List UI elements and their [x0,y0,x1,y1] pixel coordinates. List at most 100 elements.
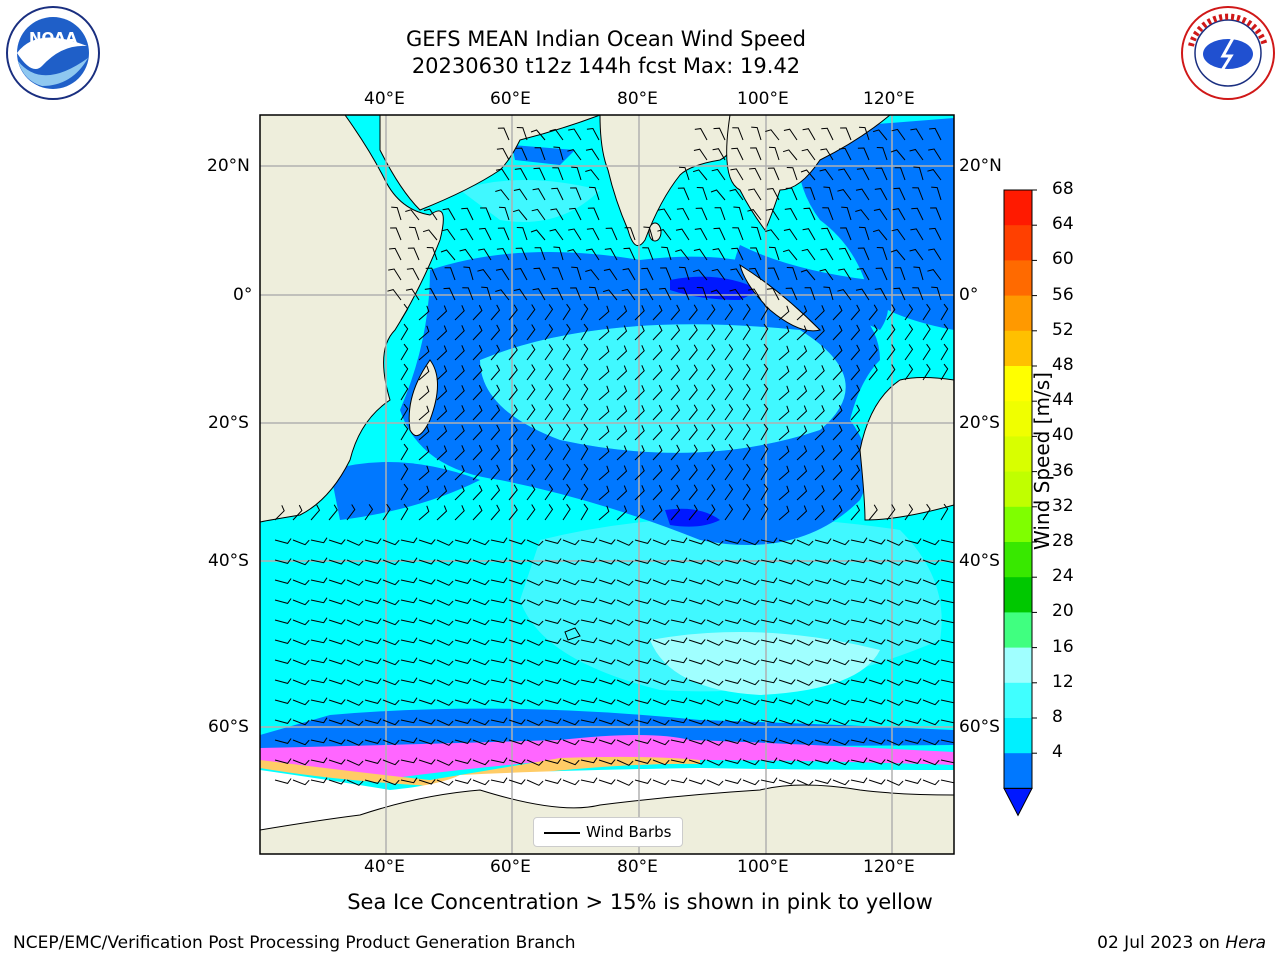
colorbar-tick-label: 24 [1052,566,1074,587]
wind-barb [730,268,744,281]
wind-barb [760,617,778,624]
wind-barb [688,779,706,785]
wind-barb [814,758,832,764]
colorbar-segment [1004,612,1032,649]
wind-barb [532,188,546,201]
wind-barb [460,228,474,241]
wind-barb [418,505,430,521]
wind-barb [760,303,769,321]
wind-barb [292,619,310,626]
wind-barb [711,168,726,181]
wind-barb [760,503,769,521]
wind-barb [778,699,796,705]
wind-barb [832,699,850,706]
wind-barb [407,247,420,261]
wind-barb [868,659,886,665]
bottom-tick-label: 120°E [863,857,915,877]
wind-barb [760,463,769,481]
wind-barb [454,738,472,744]
wind-barb [706,364,716,381]
wind-barb [891,228,906,241]
wind-barb [513,188,528,201]
footer-date: 02 Jul 2023 on Hera [1097,933,1266,953]
wind-barb [652,324,663,341]
wind-barb [508,639,526,645]
colorbar-tick-label: 48 [1052,355,1074,375]
wind-barb [544,384,554,401]
wind-barb [598,405,610,421]
wind-barb [886,579,904,586]
wind-barb [616,445,628,461]
wind-barb [454,718,472,724]
wind-zone-12-16 [480,324,846,453]
wind-barb [526,599,544,606]
wind-barb [526,504,536,521]
wind-barb [670,617,688,624]
wind-barb [580,503,589,521]
wind-barb [454,365,465,381]
wind-barb [927,169,942,181]
sea-ice-note: Sea Ice Concentration > 15% is shown in … [347,890,933,914]
wind-barb [688,324,698,341]
wind-barb [652,484,663,501]
wind-barb [580,577,598,584]
wind-barb [400,363,409,381]
wind-barb [490,697,508,704]
kerguelen-island [564,627,581,641]
wind-barb [364,678,382,684]
wind-barb [634,678,652,684]
colorbar-segment [1004,682,1032,719]
wind-barb [274,578,292,584]
wind-barb [634,405,645,421]
wind-barb [832,504,843,521]
wind-barb [876,147,888,161]
wind-barb [472,639,490,646]
wind-barb [490,617,508,624]
wind-barb [418,405,430,421]
wind-barb [562,443,571,461]
wind-barb [778,659,796,665]
wind-barb [706,539,724,546]
wind-barb [580,757,598,764]
wind-barb [886,304,896,321]
wind-barb [405,209,420,221]
wind-barb [868,304,878,321]
wind-barb [693,148,708,161]
wind-barb [580,677,598,684]
wind-barb [785,187,798,201]
wind-zone-4-8 [330,462,480,520]
wind-barb [490,404,501,421]
wind-barb [310,777,328,784]
wind-barb [405,288,420,301]
wind-barb [634,425,645,441]
wind-barb [892,208,906,221]
wind-barb [868,759,886,765]
wind-barb [526,539,544,546]
wind-barb [526,444,536,461]
wind-barb [832,779,850,786]
wind-barb [706,559,724,566]
wind-barb [706,344,716,361]
wind-barb [850,757,868,764]
wind-barb [364,638,382,644]
wind-barb [328,659,346,665]
wind-barb [274,558,292,564]
wind-barb [634,738,652,744]
wind-barb [904,718,922,724]
wind-barb [490,384,501,401]
wind-barb [940,343,949,361]
sea-ice-yellow [260,756,700,786]
wind-barb [382,559,400,566]
wind-barb [910,228,924,241]
wind-barb [652,424,663,441]
wind-barb [616,539,634,546]
wind-barb [616,599,634,606]
wind-barb [481,286,492,301]
wind-barb [534,147,546,161]
colorbar-segment [1004,577,1032,613]
wind-barb [688,599,706,605]
wind-barb [670,657,688,664]
wind-barb [922,639,940,646]
wind-barb [858,226,870,241]
wind-barb [814,465,825,481]
